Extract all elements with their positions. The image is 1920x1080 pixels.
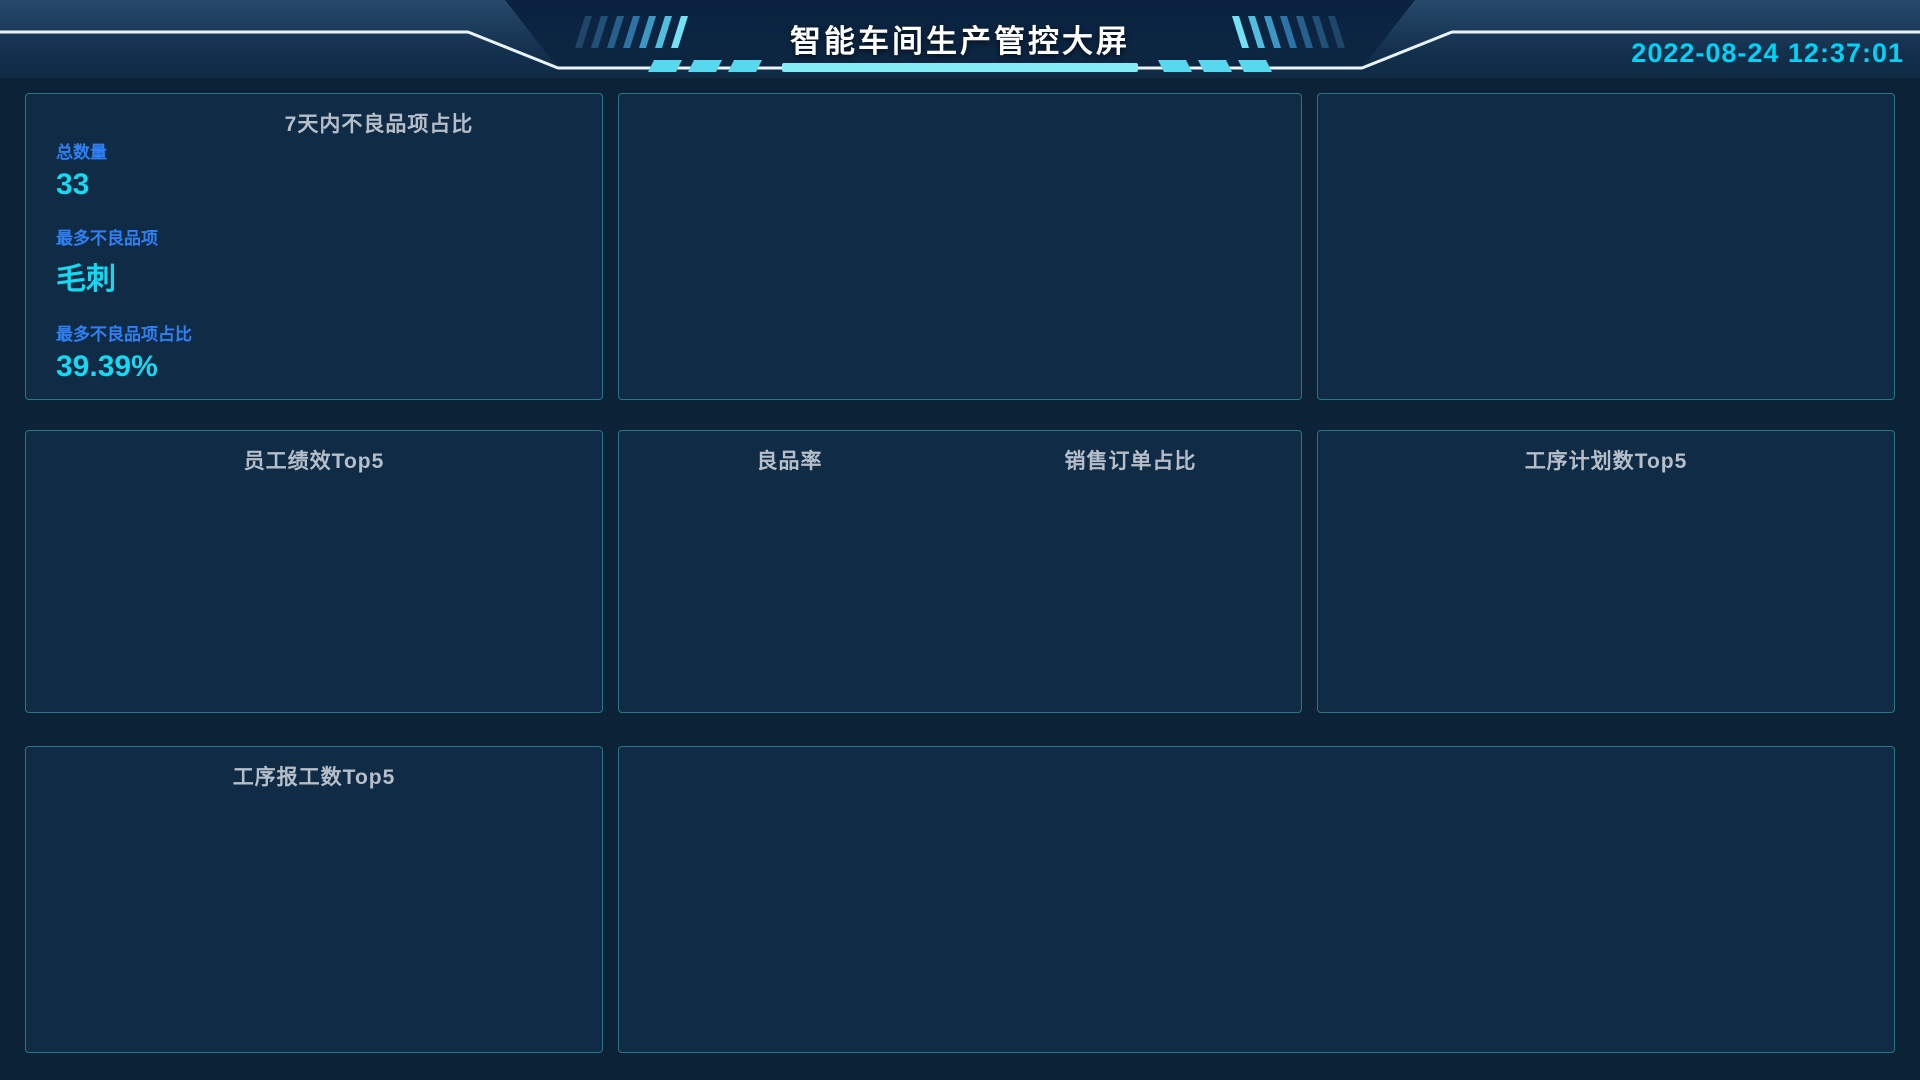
panel-employee-performance: 员工绩效Top5 xyxy=(25,430,603,713)
panel-defect-ratio: 7天内不良品项占比 总数量 33 最多不良品项 毛刺 最多不良品项占比 39.3… xyxy=(25,93,603,400)
defect-pie-chart xyxy=(184,128,596,366)
panel-work-orders xyxy=(618,746,1895,1053)
header-right-slashes xyxy=(1232,16,1345,48)
page-title: 智能车间生产管控大屏 xyxy=(790,24,1130,59)
defect-top-item-label: 最多不良品项 xyxy=(56,229,158,248)
line-panel-title: 工序报工数Top5 xyxy=(232,766,396,789)
panel-process-report: 工序报工数Top5 xyxy=(25,746,603,1053)
defect-total: 总数量 33 xyxy=(56,138,216,202)
gauge-good-rate-title: 良品率 xyxy=(756,450,823,473)
header-decoration xyxy=(0,0,1920,78)
gauge-sales-ratio: 销售订单占比 xyxy=(960,431,1301,712)
defect-total-label: 总数量 xyxy=(56,143,107,162)
gauge-good-rate: 良品率 xyxy=(619,431,960,712)
panel-stat-cards xyxy=(1317,93,1895,400)
good-rate-gauge-chart xyxy=(674,479,906,711)
header: 智能车间生产管控大屏 xyxy=(0,0,1920,78)
defect-top-ratio-label: 最多不良品项占比 xyxy=(56,325,192,344)
employee-panel-title: 员工绩效Top5 xyxy=(243,450,385,473)
panel-gauges: 良品率 销售订单占比 xyxy=(618,430,1302,713)
plan-panel-title: 工序计划数Top5 xyxy=(1524,450,1688,473)
panel-process-plan: 工序计划数Top5 xyxy=(1317,430,1895,713)
header-datetime: 2022-08-24 12:37:01 xyxy=(1631,38,1904,68)
header-bar-dashes xyxy=(648,60,1272,72)
process-plan-bar-chart xyxy=(1318,471,1896,711)
defect-top-item-value: 毛刺 xyxy=(56,263,116,296)
sales-ratio-gauge-chart xyxy=(1015,479,1247,711)
process-report-line-chart xyxy=(26,793,604,1051)
defect-total-value: 33 xyxy=(56,168,90,201)
stat-cards-grid xyxy=(1318,94,1894,399)
employee-bar-chart xyxy=(26,475,604,711)
defect-stats: 总数量 33 最多不良品项 毛刺 最多不良品项占比 39.39% xyxy=(56,138,216,384)
defect-panel-title: 7天内不良品项占比 xyxy=(284,113,474,136)
header-left-slashes xyxy=(575,16,688,48)
defect-top-ratio-value: 39.39% xyxy=(56,350,158,383)
gauge-sales-ratio-title: 销售订单占比 xyxy=(1064,450,1197,473)
panel-report-table xyxy=(618,93,1302,400)
defect-top-item: 最多不良品项 毛刺 xyxy=(56,224,216,298)
defect-top-ratio: 最多不良品项占比 39.39% xyxy=(56,320,216,384)
